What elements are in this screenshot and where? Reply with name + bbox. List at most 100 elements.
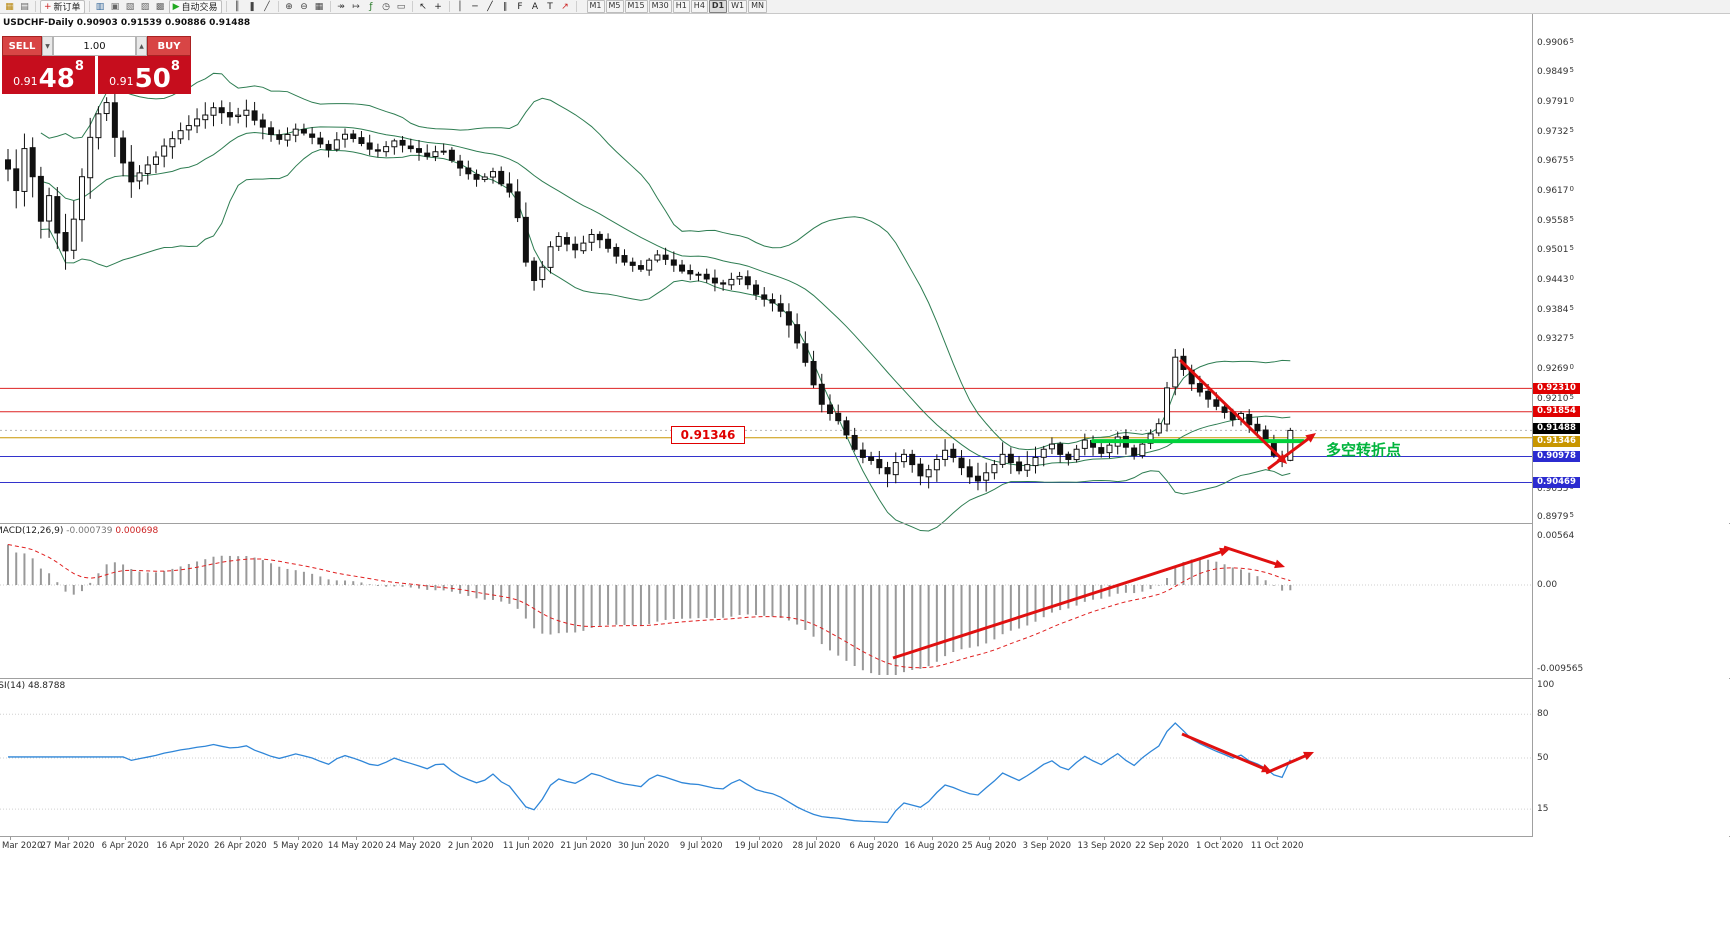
cursor-icon[interactable]: ↖ [417,1,430,13]
horizontal-line-icon: ─ [472,1,478,12]
volume-increase-button[interactable]: ▲ [136,36,147,56]
zoom-in-icon[interactable]: ⊕ [283,1,296,13]
date-axis-label: 21 Jun 2020 [560,841,612,851]
date-tick [931,837,933,840]
date-axis-label: 11 Oct 2020 [1250,841,1304,851]
timeframe-m5[interactable]: M5 [605,0,624,13]
chart-ohlc-header: USDCHF-Daily 0.90903 0.91539 0.90886 0.9… [3,18,251,28]
timeframe-mn[interactable]: MN [748,0,768,13]
chart-shift-icon[interactable]: ↦ [350,1,363,13]
price-axis-label: 0.95015 [1537,244,1574,256]
date-axis-label: 28 Jul 2020 [792,841,841,851]
buy-price-button[interactable]: 0.91 50 8 [98,56,191,94]
price-axis-label: 0.95585 [1537,214,1574,226]
macd-axis-label: 0.00564 [1537,530,1575,541]
price-tag-0.91854: 0.91854 [1533,406,1580,418]
new-order-button: + [44,1,52,12]
price-axis-label: 0.96755 [1537,155,1574,167]
date-tick [240,837,242,840]
templates-icon[interactable]: ▭ [395,1,408,13]
buy-button[interactable]: BUY [147,36,191,56]
market-watch-icon[interactable]: ▥ [94,1,107,13]
fibonacci-icon[interactable]: F [514,1,527,13]
volume-input[interactable]: 1.00 [53,36,136,56]
zoom-out-icon[interactable]: ⊖ [298,1,311,13]
periods-icon[interactable]: ◷ [380,1,393,13]
timeframe-h1[interactable]: H1 [672,0,690,13]
timeframe-m30[interactable]: M30 [648,0,672,13]
date-tick [1162,837,1163,840]
tile-windows-icon[interactable]: ▦ [313,1,326,13]
line-chart-icon: ╱ [264,1,270,12]
terminal-icon[interactable]: ▨ [139,1,152,13]
price-axis[interactable]: 0.99065 0.98495 0.97910 0.97325 0.96755 0.961… [1533,14,1729,837]
timeframe-h4[interactable]: H4 [690,0,708,13]
equidistant-channel-icon[interactable]: ∥ [499,1,512,13]
strategy-tester-icon[interactable]: ▩ [154,1,167,13]
profiles-icon[interactable]: ▤ [18,1,31,13]
text-icon[interactable]: A [529,1,542,13]
date-tick [989,837,991,840]
arrows-icon[interactable]: ↗ [559,1,572,13]
indicators-icon[interactable]: ƒ [365,1,378,13]
crosshair-icon[interactable]: + [432,1,445,13]
cursor-icon: ↖ [419,1,427,12]
date-tick [413,837,415,840]
bar-chart-icon[interactable]: ║ [231,1,244,13]
zoom-in-icon: ⊕ [285,1,293,12]
panel-divider-macd[interactable] [0,523,1730,524]
date-axis-label: 9 Jul 2020 [679,841,723,851]
timeframe-m15[interactable]: M15 [624,0,648,13]
toolbar-separator [575,1,577,12]
new-chart-icon[interactable]: ▦ [3,1,16,13]
timeframe-d1[interactable]: D1 [708,0,728,13]
autotrade-button[interactable]: ▶ 自动交易 [168,0,222,14]
sell-price-button[interactable]: 0.91 48 8 [2,56,95,94]
sell-price-pips: 48 [38,64,75,94]
line-chart-icon[interactable]: ╱ [261,1,274,13]
turning-point-annotation[interactable]: 多空转折点 [1326,441,1402,459]
data-window-icon[interactable]: ▣ [109,1,122,13]
toolbar-separator [277,1,279,12]
price-axis-label: 0.92105 [1537,392,1574,404]
trendline-icon: ╱ [487,1,493,12]
date-axis-label: 11 Jun 2020 [502,841,554,851]
price-axis-label: 0.93275 [1537,333,1574,345]
toolbar-separator [225,1,227,12]
date-tick [355,837,357,840]
terminal-icon: ▨ [140,1,150,12]
date-tick [182,837,184,840]
volume-decrease-button[interactable]: ▼ [42,36,53,56]
candlestick-chart-icon[interactable]: ❚ [246,1,259,13]
vertical-line-icon[interactable]: │ [454,1,467,13]
macd-name: MACD(12,26,9) [0,526,64,536]
price-level-callout[interactable]: 0.91346 [671,426,745,444]
timeframe-w1[interactable]: W1 [728,0,748,13]
trendline-icon[interactable]: ╱ [484,1,497,13]
date-axis-label: 13 Sep 2020 [1077,841,1132,851]
rsi-axis-label: 80 [1537,709,1549,720]
toolbar-separator [411,1,413,12]
tile-windows-icon: ▦ [314,1,324,12]
toolbar-separator [329,1,331,12]
horizontal-line-icon[interactable]: ─ [469,1,482,13]
sell-price-frac: 8 [74,59,84,74]
auto-scroll-icon[interactable]: ↠ [335,1,348,13]
auto-scroll-icon: ↠ [337,1,345,12]
text-label-icon[interactable]: T [544,1,557,13]
date-axis-label: 1 Oct 2020 [1196,841,1244,851]
macd-axis-label: 0.00 [1537,580,1558,590]
bar-chart-icon: ║ [234,1,240,12]
periods-icon: ◷ [382,1,390,12]
date-tick [1277,837,1279,840]
navigator-icon[interactable]: ▧ [124,1,137,13]
date-tick [1046,837,1048,840]
panel-divider-rsi[interactable] [0,678,1730,679]
sell-button[interactable]: SELL [2,36,42,56]
date-tick [470,837,472,840]
timeframe-m1[interactable]: M1 [586,0,605,13]
new-order-button[interactable]: + 新订单 [40,0,85,14]
date-axis[interactable]: Mar 2020 27 Mar 2020 6 Apr 2020 16 Apr 2020… [0,837,1730,854]
